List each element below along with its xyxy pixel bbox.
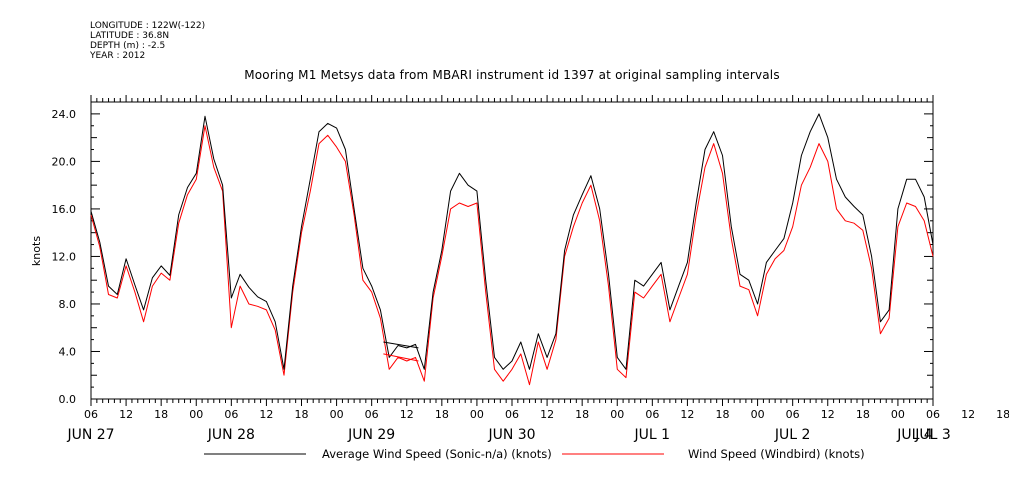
- x-date-label: JUN 28: [207, 427, 255, 443]
- year-text: YEAR : 2012: [90, 51, 146, 61]
- plot-frame: [90, 101, 934, 400]
- x-date-label: JUN 30: [487, 427, 535, 443]
- x-tick-label: 06: [365, 408, 379, 421]
- x-tick-label: 00: [330, 408, 344, 421]
- x-tick-label: 06: [505, 408, 519, 421]
- x-tick-label: 12: [821, 408, 835, 421]
- gap-segment-windbird: [383, 353, 419, 362]
- x-tick-label: 00: [751, 408, 765, 421]
- series-line: [90, 113, 934, 370]
- y-tick-label: 0.0: [59, 393, 77, 406]
- legend: Average Wind Speed (Sonic-n/a) (knots) W…: [204, 447, 865, 461]
- x-tick-label: 12: [119, 408, 133, 421]
- x-date-label: JUL 2: [774, 427, 811, 443]
- chart-title: Mooring M1 Metsys data from MBARI instru…: [244, 68, 780, 82]
- longitude-text: LONGITUDE : 122W(-122): [90, 21, 206, 31]
- x-tick-label: 18: [716, 408, 730, 421]
- x-tick-label: 12: [961, 408, 975, 421]
- x-tick-labels: 06 12 18 00 06 12 18 00 06 12 18 00 06 12 18 00 06 12 18 00…: [84, 408, 1009, 421]
- metadata-block: LONGITUDE : 122W(-122) LATITUDE : 36.8N …: [90, 21, 205, 61]
- x-tick-label: 12: [259, 408, 273, 421]
- y-tick-label: 8.0: [59, 298, 77, 311]
- series-line: [90, 125, 934, 386]
- x-date-label: JUN 29: [347, 427, 395, 443]
- x-tick-label: 18: [295, 408, 309, 421]
- x-tick-label: 00: [189, 408, 203, 421]
- x-tick-label: 00: [470, 408, 484, 421]
- legend-label-windbird: Wind Speed (Windbird) (knots): [688, 447, 865, 461]
- x-tick-label: 12: [680, 408, 694, 421]
- y-tick-label: 16.0: [52, 203, 77, 216]
- x-tick-label: 06: [645, 408, 659, 421]
- gap-segment-average: [383, 341, 419, 349]
- latitude-text: LATITUDE : 36.8N: [90, 31, 170, 41]
- x-tick-label: 12: [540, 408, 554, 421]
- x-tick-label: 06: [926, 408, 940, 421]
- y-tick-label: 20.0: [52, 155, 77, 168]
- y-tick-label: 24.0: [52, 108, 77, 121]
- x-tick-label: 06: [786, 408, 800, 421]
- x-date-label: JUN 27: [66, 427, 114, 443]
- y-tick-label: 4.0: [59, 345, 77, 358]
- y-axis-label: knots: [30, 236, 43, 266]
- depth-text: DEPTH (m) : -2.5: [90, 41, 166, 51]
- x-date-labels: JUN 27 JUN 28 JUN 29 JUN 30 JUL 1 JUL 2 JUL 3J…: [66, 427, 950, 443]
- y-tick-label: 12.0: [52, 250, 77, 263]
- legend-label-average: Average Wind Speed (Sonic-n/a) (knots): [322, 447, 552, 461]
- x-tick-label: 18: [435, 408, 449, 421]
- x-tick-label: 00: [610, 408, 624, 421]
- x-date-label: JUL 4: [896, 427, 933, 443]
- tick-layer: [90, 95, 934, 406]
- x-tick-label: 18: [575, 408, 589, 421]
- x-tick-label: 18: [996, 408, 1009, 421]
- x-tick-label: 06: [84, 408, 98, 421]
- x-tick-label: 12: [400, 408, 414, 421]
- x-tick-label: 18: [856, 408, 870, 421]
- x-date-label: JUL 3: [914, 427, 951, 443]
- x-tick-label: 00: [891, 408, 905, 421]
- x-tick-label: 06: [224, 408, 238, 421]
- series-layer: [90, 113, 934, 386]
- x-date-label: JUL 1: [634, 427, 671, 443]
- y-tick-labels: 0.0 4.0 8.0 12.0 16.0 20.0 24.0: [52, 108, 77, 406]
- x-tick-label: 18: [154, 408, 168, 421]
